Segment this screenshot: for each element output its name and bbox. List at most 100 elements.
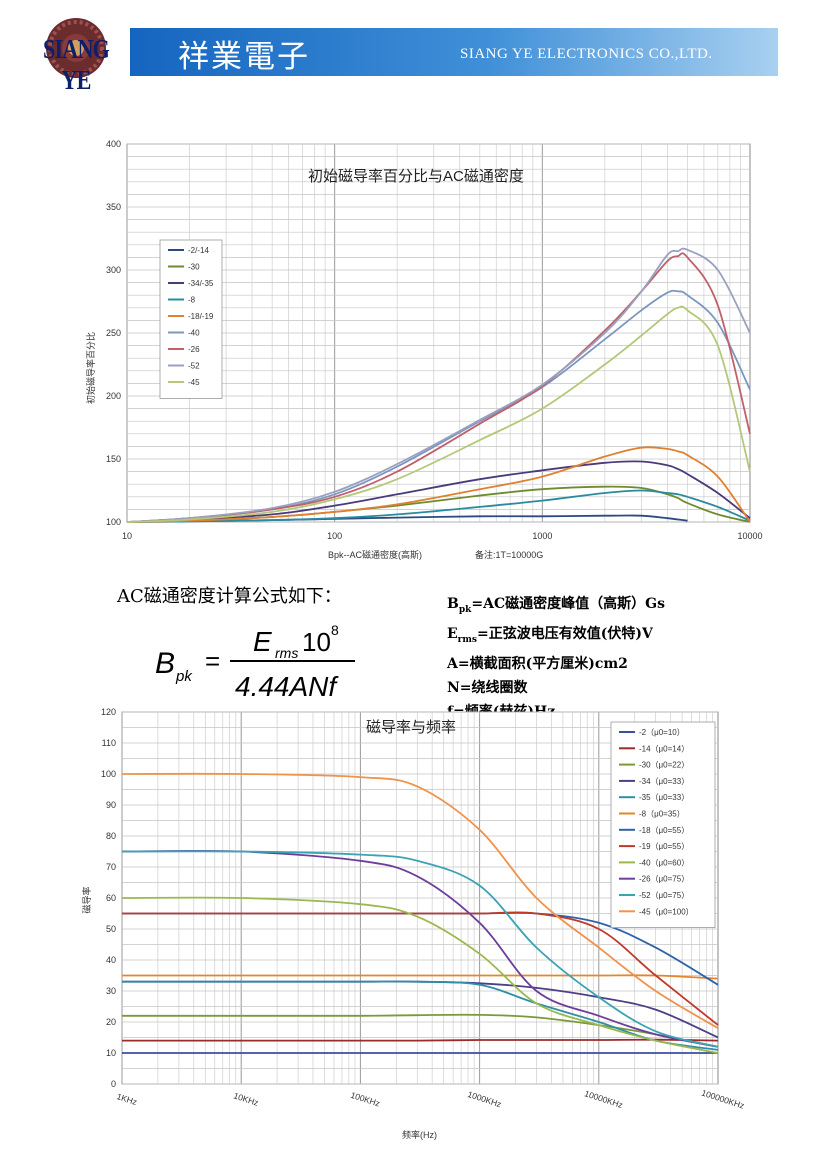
y-tick-label: 60 [106, 893, 116, 903]
legend-label: -30（μ0=22） [639, 761, 689, 770]
legend-label: -52 [188, 362, 200, 371]
legend-label: -8 [188, 296, 196, 305]
legend-label: -35（μ0=33） [639, 793, 689, 802]
formula-lhs: B [155, 647, 175, 680]
definition-text: =AC磁通密度峰值（高斯）Gs [471, 596, 665, 612]
y-tick-label: 120 [101, 707, 116, 717]
y-tick-label: 30 [106, 986, 116, 996]
page-header: SIANG YE 祥業電子 SIANG YE ELECTRONICS CO.,L… [0, 0, 827, 95]
series-line [121, 896, 719, 1054]
definition-subscript: pk [458, 604, 472, 615]
legend-label: -8（μ0=35） [639, 810, 685, 819]
legend-label: -2（μ0=10） [639, 728, 685, 737]
chart1-xlabel: Bpk--AC磁通密度(高斯) [328, 549, 422, 560]
chart1-title: 初始磁导率百分比与AC磁通密度 [308, 168, 524, 185]
definition-text: =正弦波电压有效值(伏特)V [477, 625, 653, 642]
chart1-x-note: 备注:1T=10000G [475, 549, 543, 560]
definition-subscript: rms [457, 634, 478, 645]
legend-label: -45 [188, 378, 200, 387]
definition-symbol: B [447, 596, 459, 612]
brand-name-chinese: 祥業電子 [178, 39, 310, 75]
legend-label: -30 [188, 263, 200, 272]
x-tick-label: 100000KHz [700, 1088, 745, 1111]
series-line [122, 1038, 719, 1042]
y-tick-label: 10 [106, 1048, 116, 1058]
legend-label: -34/-35 [188, 279, 214, 288]
y-tick-label: 70 [106, 862, 116, 872]
legend-label: -26 [188, 345, 200, 354]
legend-label: -34（μ0=33） [639, 777, 689, 786]
chart2-series [121, 772, 719, 1054]
chart1-ylabel: 初始磁导率百分比 [85, 332, 96, 404]
y-tick-label: 40 [106, 955, 116, 965]
brand-name-english: SIANG YE ELECTRONICS CO.,LTD. [460, 46, 713, 62]
chart1-series [126, 247, 751, 523]
formula-lhs-sub: pk [175, 668, 193, 685]
legend-label: -19（μ0=55） [639, 842, 689, 851]
series-line [122, 974, 719, 980]
flux-density-formula: B pk = E rms 10 8 4.44ANf [155, 622, 355, 702]
legend-label: -40 [188, 329, 200, 338]
y-tick-label: 50 [106, 924, 116, 934]
legend-label: -18/-19 [188, 312, 214, 321]
company-logo [46, 18, 106, 78]
legend-label: -45（μ0=100） [639, 907, 694, 916]
definition-text: N=绕线圈数 [447, 679, 528, 696]
series-line [126, 446, 751, 523]
definition-text: A=横截面积(平方厘米)cm2 [447, 655, 628, 672]
header-band [130, 28, 778, 76]
x-tick-label: 100KHz [349, 1090, 381, 1109]
formula-numerator-sub: rms [275, 645, 298, 661]
legend-label: -2/-14 [188, 246, 209, 255]
y-tick-label: 100 [106, 517, 121, 527]
y-tick-label: 90 [106, 800, 116, 810]
y-tick-label: 80 [106, 831, 116, 841]
series-line [121, 1013, 719, 1048]
series-line [126, 460, 751, 523]
series-line [121, 850, 719, 1048]
y-tick-label: 100 [101, 769, 116, 779]
series-line [121, 772, 719, 1029]
legend-label: -52（μ0=75） [639, 891, 689, 900]
formula-definition-row: A=横截面积(平方厘米)cm2 [447, 652, 665, 676]
logo-lettering: SIANG YE [42, 34, 110, 95]
formula-definitions: Bpk=AC磁通密度峰值（高斯）Gs Erms=正弦波电压有效值(伏特)V A=横截… [447, 592, 665, 724]
chart2-title: 磁导率与频率 [366, 719, 456, 736]
chart2-ylabel: 磁导率 [81, 886, 92, 913]
formula-definition-row: Bpk=AC磁通密度峰值（高斯）Gs [447, 592, 665, 622]
y-tick-label: 200 [106, 391, 121, 401]
x-tick-label: 1000KHz [466, 1089, 502, 1109]
formula-definition-row: Erms=正弦波电压有效值(伏特)V [447, 622, 665, 652]
chart1-legend: -2/-14 -30 -34/-35 -8 -18/-19 -40 -26 -52 -45 [159, 239, 223, 399]
x-tick-label: 10 [122, 531, 132, 541]
legend-box [610, 721, 716, 929]
series-line [122, 980, 719, 1051]
y-tick-label: 0 [111, 1079, 116, 1089]
legend-label: -26（μ0=75） [639, 875, 689, 884]
x-tick-label: 1000 [532, 531, 552, 541]
legend-label: -14（μ0=14） [639, 744, 689, 753]
formula-denominator: 4.44ANf [235, 671, 339, 702]
formula-numerator: E [253, 626, 272, 657]
formula-title: AC磁通密度计算公式如下： [117, 586, 342, 607]
y-tick-label: 250 [106, 328, 121, 338]
x-tick-label: 10KHz [232, 1090, 259, 1107]
permeability-vs-frequency-chart: 0 10 20 30 40 50 60 70 80 90 100 110 120 1KHz 10KHz 100… [81, 707, 746, 1140]
y-tick-label: 150 [106, 454, 121, 464]
y-tick-label: 350 [106, 202, 121, 212]
series-line [126, 489, 751, 523]
legend-label: -40（μ0=60） [639, 858, 689, 867]
y-tick-label: 110 [102, 738, 116, 748]
chart2-xlabel: 频率(Hz) [402, 1129, 437, 1140]
x-tick-label: 1KHz [115, 1091, 138, 1107]
y-tick-label: 300 [106, 265, 121, 275]
series-line [122, 911, 719, 1026]
series-line [126, 305, 751, 523]
x-tick-label: 10000 [737, 531, 762, 541]
y-tick-label: 20 [106, 1017, 116, 1027]
legend-label: -18（μ0=55） [639, 826, 689, 835]
formula-equals: = [205, 646, 220, 676]
x-tick-label: 100 [327, 531, 342, 541]
